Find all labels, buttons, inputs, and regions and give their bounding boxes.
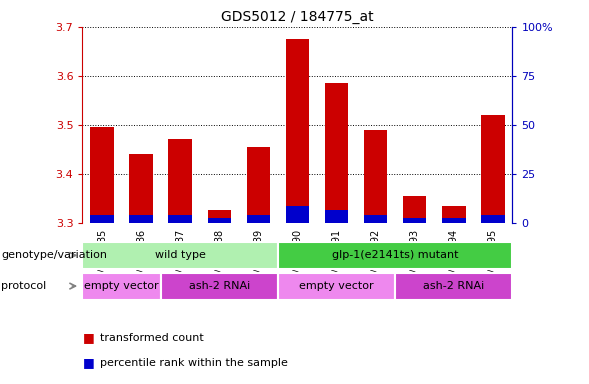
Bar: [207, 210, 231, 223]
Bar: [286, 39, 309, 223]
Bar: [168, 139, 192, 223]
Bar: [161, 273, 278, 300]
Bar: [130, 215, 153, 223]
Bar: [207, 218, 231, 223]
Bar: [168, 215, 192, 223]
Text: wild type: wild type: [155, 250, 206, 260]
Text: ash-2 RNAi: ash-2 RNAi: [188, 281, 250, 291]
Bar: [481, 115, 505, 223]
Text: percentile rank within the sample: percentile rank within the sample: [100, 358, 288, 368]
Bar: [325, 83, 348, 223]
Bar: [82, 242, 278, 269]
Bar: [247, 215, 270, 223]
Text: empty vector: empty vector: [299, 281, 374, 291]
Text: ash-2 RNAi: ash-2 RNAi: [423, 281, 484, 291]
Text: genotype/variation: genotype/variation: [1, 250, 107, 260]
Text: glp-1(e2141ts) mutant: glp-1(e2141ts) mutant: [332, 250, 458, 260]
Title: GDS5012 / 184775_at: GDS5012 / 184775_at: [221, 10, 374, 25]
Text: ■: ■: [82, 331, 94, 344]
Bar: [90, 127, 114, 223]
Bar: [90, 215, 114, 223]
Bar: [481, 215, 505, 223]
Text: protocol: protocol: [1, 281, 47, 291]
Bar: [442, 205, 465, 223]
Bar: [403, 218, 426, 223]
Text: ■: ■: [82, 356, 94, 369]
Bar: [442, 218, 465, 223]
Bar: [395, 273, 512, 300]
Bar: [82, 273, 161, 300]
Bar: [364, 215, 388, 223]
Bar: [130, 154, 153, 223]
Bar: [286, 205, 309, 223]
Bar: [278, 242, 512, 269]
Text: transformed count: transformed count: [100, 333, 204, 343]
Bar: [403, 196, 426, 223]
Bar: [247, 147, 270, 223]
Text: empty vector: empty vector: [84, 281, 159, 291]
Bar: [278, 273, 395, 300]
Bar: [364, 130, 388, 223]
Bar: [325, 210, 348, 223]
